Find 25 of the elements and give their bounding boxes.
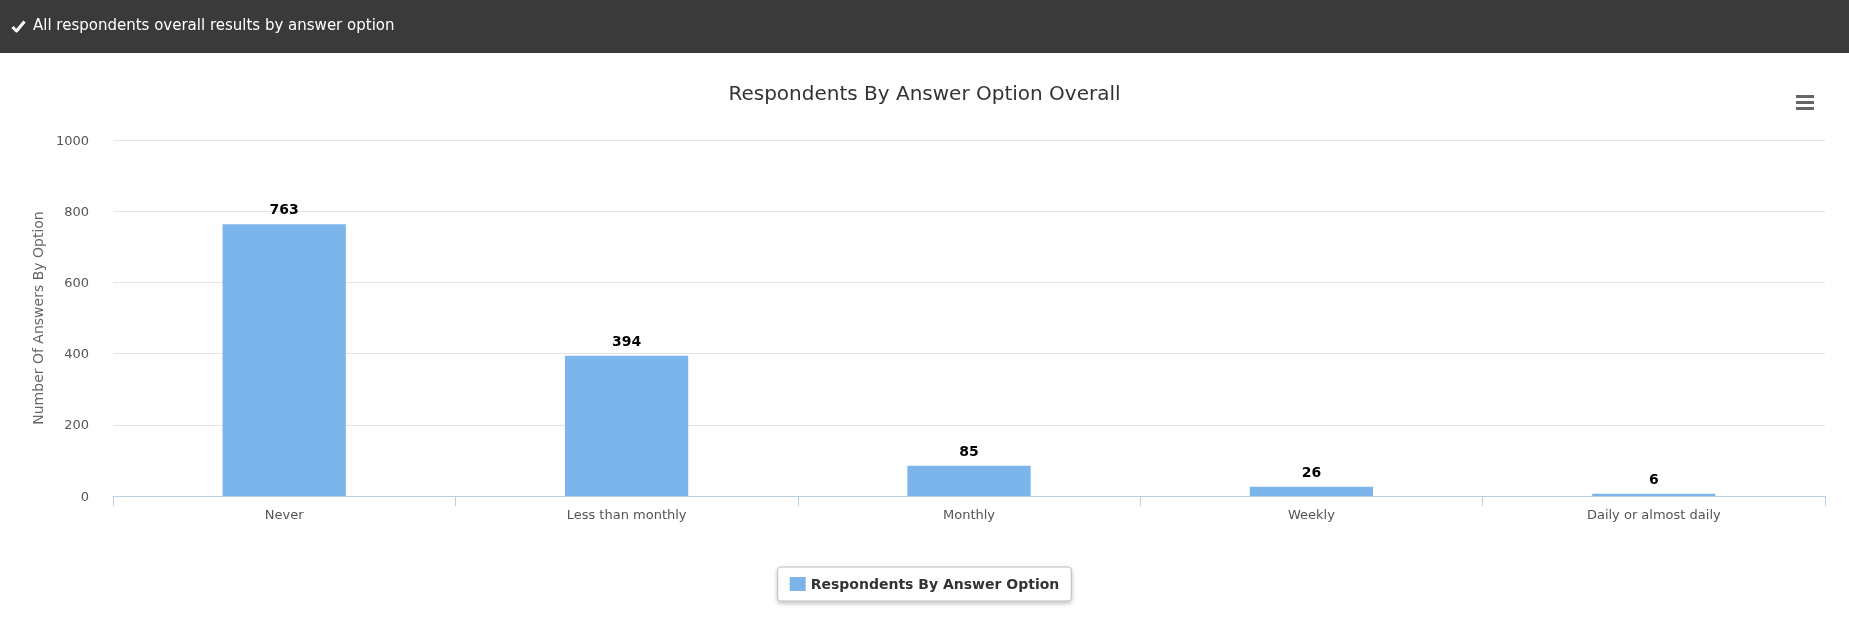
- y-tick-label: 0: [80, 488, 89, 504]
- bar: [564, 355, 689, 496]
- x-tick-label: Never: [264, 507, 305, 522]
- y-tick-label: 400: [64, 346, 89, 362]
- text: All respondents overall results by answer option: [33, 16, 395, 34]
- x-tick-label: Weekly: [1287, 507, 1336, 522]
- y-tick-label: 200: [64, 417, 89, 433]
- bar: [907, 465, 1031, 496]
- data-label: 394: [611, 332, 642, 349]
- x-tick-label: Less than monthly: [566, 507, 687, 522]
- y-tick-label: 1000: [55, 132, 89, 148]
- y-tick-label: 800: [64, 203, 89, 219]
- y-axis-title: Number Of Answers By Option: [30, 211, 47, 425]
- legend-label: Respondents By Answer Option: [810, 576, 1060, 592]
- data-label: 85: [959, 442, 979, 459]
- y-tick-label: 600: [64, 274, 89, 290]
- data-label: 763: [269, 201, 299, 218]
- data-label: 6: [1648, 470, 1659, 487]
- bar: [222, 224, 346, 496]
- bar: [1249, 486, 1374, 496]
- data-label: 26: [1301, 463, 1322, 480]
- bar: [1592, 493, 1716, 496]
- x-tick-label: Monthly: [942, 507, 996, 522]
- x-tick-label: Daily or almost daily: [1586, 507, 1721, 522]
- chart-title: Respondents By Answer Option Overall: [728, 81, 1121, 105]
